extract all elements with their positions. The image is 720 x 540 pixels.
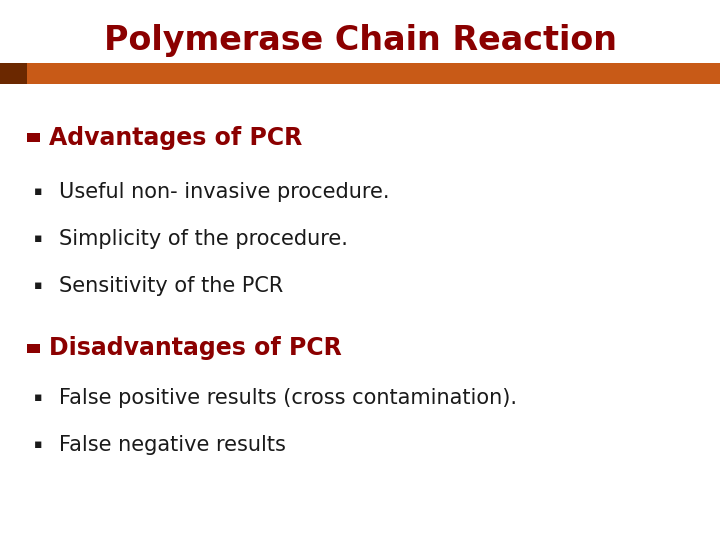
Text: Advantages of PCR: Advantages of PCR <box>49 126 302 150</box>
Text: ▪: ▪ <box>34 392 42 404</box>
Bar <box>27 344 40 353</box>
Text: Polymerase Chain Reaction: Polymerase Chain Reaction <box>104 24 616 57</box>
Text: ▪: ▪ <box>34 279 42 292</box>
Text: ▪: ▪ <box>34 232 42 245</box>
Bar <box>0 63 27 84</box>
Text: Sensitivity of the PCR: Sensitivity of the PCR <box>59 275 283 296</box>
Text: ▪: ▪ <box>34 185 42 198</box>
Bar <box>0 63 720 84</box>
Bar <box>27 133 40 142</box>
Text: Disadvantages of PCR: Disadvantages of PCR <box>49 336 342 360</box>
Text: ▪: ▪ <box>34 438 42 451</box>
Text: False positive results (cross contamination).: False positive results (cross contaminat… <box>59 388 517 408</box>
Text: Simplicity of the procedure.: Simplicity of the procedure. <box>59 228 348 249</box>
Text: False negative results: False negative results <box>59 435 286 455</box>
Text: Useful non- invasive procedure.: Useful non- invasive procedure. <box>59 181 390 202</box>
